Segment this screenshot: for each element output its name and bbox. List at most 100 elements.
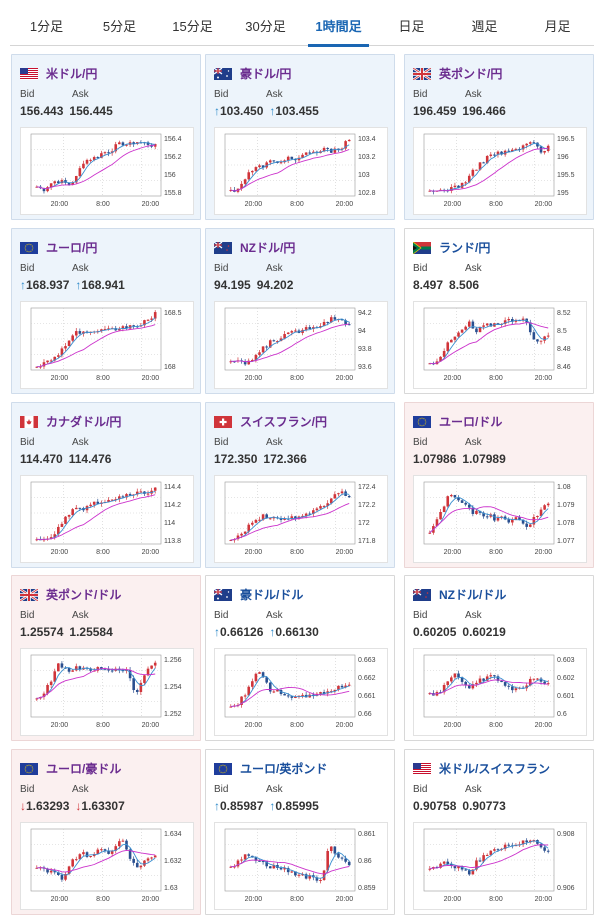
price-chart[interactable]: 0.603 0.602 0.601 0.6 20:00 8:00 20:00 xyxy=(413,648,587,736)
currency-card[interactable]: ユーロ/豪ドル Bid Ask ↓1.63293 ↓1.63307 1.634 1.632 1… xyxy=(11,749,201,915)
currency-card[interactable]: カナダドル/円 Bid Ask 114.470 114.476 114.4 114.2 114… xyxy=(11,402,201,568)
tab-7[interactable]: 月足 xyxy=(544,19,571,34)
candle-body xyxy=(60,523,64,527)
tab-1[interactable]: 5分足 xyxy=(102,19,137,34)
candlestick-chart: 156.4 156.2 156 155.8 20:00 8:00 20:00 xyxy=(30,133,182,208)
currency-card[interactable]: NZドル/ドル Bid Ask 0.60205 0.60219 0.603 0.602 0.6… xyxy=(404,575,594,741)
tab-3[interactable]: 30分足 xyxy=(245,19,286,34)
x-tick-label: 20:00 xyxy=(444,896,462,903)
candle-body xyxy=(121,670,125,672)
ask-label: Ask xyxy=(266,263,283,274)
bid-price: 196.459 xyxy=(413,104,457,118)
pair-link[interactable]: 米ドル/円 xyxy=(20,65,97,81)
ask-label: Ask xyxy=(72,610,89,621)
candle-body xyxy=(110,850,114,854)
candle-body xyxy=(337,148,340,150)
currency-card[interactable]: 米ドル/円 Bid Ask 156.443 156.445 156.4 156.2 156 15… xyxy=(11,54,201,220)
pair-link[interactable]: スイスフラン/円 xyxy=(214,413,327,429)
y-tick-label: 156.2 xyxy=(164,154,182,161)
long-moving-average xyxy=(429,147,549,192)
pair-link[interactable]: 英ポンド/円 xyxy=(412,65,502,81)
candle-body xyxy=(121,496,125,498)
tab-2[interactable]: 15分足 xyxy=(172,19,213,34)
y-tick-label: 8.5 xyxy=(557,328,567,335)
pair-link[interactable]: ユーロ/ドル xyxy=(413,413,502,429)
tab-4[interactable]: 1時間足 xyxy=(302,0,375,47)
short-moving-average xyxy=(36,317,156,368)
price-chart[interactable]: 103.4 103.2 103 102.8 20:00 8:00 20:00 xyxy=(214,127,388,215)
candle-body xyxy=(46,868,49,873)
tab-0[interactable]: 1分足 xyxy=(29,19,64,34)
pair-link[interactable]: ユーロ/円 xyxy=(20,239,97,255)
quote-prices: 172.350 172.366 xyxy=(214,452,307,466)
short-moving-average xyxy=(36,490,156,540)
candlestick-chart: 8.52 8.5 8.48 8.46 20:00 8:00 20:00 xyxy=(423,307,571,382)
candle-body xyxy=(482,512,485,517)
pair-link[interactable]: 英ポンド/ドル xyxy=(19,586,121,602)
price-chart[interactable]: 1.634 1.632 1.63 20:00 8:00 20:00 xyxy=(20,822,194,910)
candlestick-chart: 1.634 1.632 1.63 20:00 8:00 20:00 xyxy=(30,828,182,903)
pair-link[interactable]: 豪ドル/円 xyxy=(213,65,291,81)
pair-link[interactable]: ユーロ/英ポンド xyxy=(214,760,327,776)
pair-link[interactable]: ランド/円 xyxy=(412,239,490,255)
candle-body xyxy=(125,326,128,329)
price-chart[interactable]: 8.52 8.5 8.48 8.46 20:00 8:00 20:00 xyxy=(413,301,587,389)
price-chart[interactable]: 168.5 168 20:00 8:00 20:00 xyxy=(20,301,194,389)
candle-body xyxy=(301,154,304,158)
pair-link[interactable]: カナダドル/円 xyxy=(20,413,121,429)
candle-body xyxy=(475,510,478,514)
tab-6[interactable]: 週足 xyxy=(471,19,498,34)
price-chart[interactable]: 1.08 1.079 1.078 1.077 20:00 8:00 20:00 xyxy=(413,475,587,563)
currency-card[interactable]: ユーロ/ドル Bid Ask 1.07986 1.07989 1.08 1.079 1.078… xyxy=(404,402,594,568)
bid-price: 156.443 xyxy=(20,104,64,118)
price-chart[interactable]: 114.4 114.2 114 113.8 20:00 8:00 20:00 xyxy=(20,475,194,563)
currency-card[interactable]: 英ポンド/円 Bid Ask 196.459 196.466 196.5 196 195.5 1… xyxy=(404,54,594,220)
ask-price: 168.941 xyxy=(81,278,125,292)
price-chart[interactable]: 0.908 0.906 20:00 8:00 20:00 xyxy=(413,822,587,910)
currency-card[interactable]: 豪ドル/ドル Bid Ask ↑0.66126 ↑0.66130 0.663 0.662 0.… xyxy=(205,575,395,741)
currency-card[interactable]: ユーロ/英ポンド Bid Ask ↑0.85987 ↑0.85995 0.861 0.86 0… xyxy=(205,749,395,915)
eu-flag-icon xyxy=(413,415,431,428)
candle-body xyxy=(139,865,143,868)
candle-body xyxy=(60,663,64,668)
tab-5[interactable]: 日足 xyxy=(398,19,425,34)
bid-label: Bid xyxy=(20,437,35,448)
pair-link[interactable]: NZドル/円 xyxy=(213,239,295,255)
price-chart[interactable]: 172.4 172.2 172 171.8 20:00 8:00 20:00 xyxy=(214,475,388,563)
currency-card[interactable]: 豪ドル/円 Bid Ask ↑103.450 ↑103.455 103.4 103.2 103… xyxy=(205,54,395,220)
candle-body xyxy=(46,360,49,363)
currency-card[interactable]: スイスフラン/円 Bid Ask 172.350 172.366 172.4 172.2 17… xyxy=(205,402,395,568)
currency-card[interactable]: 英ポンド/ドル Bid Ask 1.25574 1.25584 1.256 1.254 1.2… xyxy=(11,575,201,741)
price-chart[interactable]: 0.861 0.86 0.859 20:00 8:00 20:00 xyxy=(214,822,388,910)
candle-body xyxy=(428,532,432,534)
candle-body xyxy=(57,872,60,875)
pair-link[interactable]: NZドル/ドル xyxy=(412,586,506,602)
candle-body xyxy=(229,866,233,868)
x-tick-label: 8:00 xyxy=(290,722,304,729)
candle-body xyxy=(49,870,53,873)
currency-card[interactable]: NZドル/円 Bid Ask 94.195 94.202 94.2 94 93.8 93.6 20… xyxy=(205,228,395,394)
price-chart[interactable]: 0.663 0.662 0.661 0.66 20:00 8:00 20:00 xyxy=(214,648,388,736)
y-tick-label: 1.634 xyxy=(164,831,182,838)
currency-card[interactable]: ユーロ/円 Bid Ask ↑168.937 ↑168.941 168.5 168 20:00… xyxy=(11,228,201,394)
us-flag-icon xyxy=(20,67,38,80)
candle-body xyxy=(485,155,489,164)
candle-body xyxy=(233,361,236,363)
price-chart[interactable]: 156.4 156.2 156 155.8 20:00 8:00 20:00 xyxy=(20,127,194,215)
pair-link[interactable]: 豪ドル/ドル xyxy=(213,586,303,602)
price-chart[interactable]: 196.5 196 195.5 195 20:00 8:00 20:00 xyxy=(413,127,587,215)
candle-body xyxy=(329,148,333,153)
price-chart[interactable]: 94.2 94 93.8 93.6 20:00 8:00 20:00 xyxy=(214,301,388,389)
candle-body xyxy=(236,860,240,867)
x-tick-label: 8:00 xyxy=(489,722,503,729)
long-moving-average xyxy=(429,679,549,695)
bid-label: Bid xyxy=(413,263,428,274)
candle-body xyxy=(475,328,478,333)
x-tick-label: 20:00 xyxy=(142,549,160,556)
pair-link[interactable]: 米ドル/スイスフラン xyxy=(413,760,550,776)
currency-card[interactable]: 米ドル/スイスフラン Bid Ask 0.90758 0.90773 0.908 0.906… xyxy=(404,749,594,915)
currency-card[interactable]: ランド/円 Bid Ask 8.497 8.506 8.52 8.5 8.48 8.46 20:0… xyxy=(404,228,594,394)
pair-link[interactable]: ユーロ/豪ドル xyxy=(20,760,121,776)
price-chart[interactable]: 1.256 1.254 1.252 20:00 8:00 20:00 xyxy=(20,648,194,736)
candle-body xyxy=(261,514,265,520)
